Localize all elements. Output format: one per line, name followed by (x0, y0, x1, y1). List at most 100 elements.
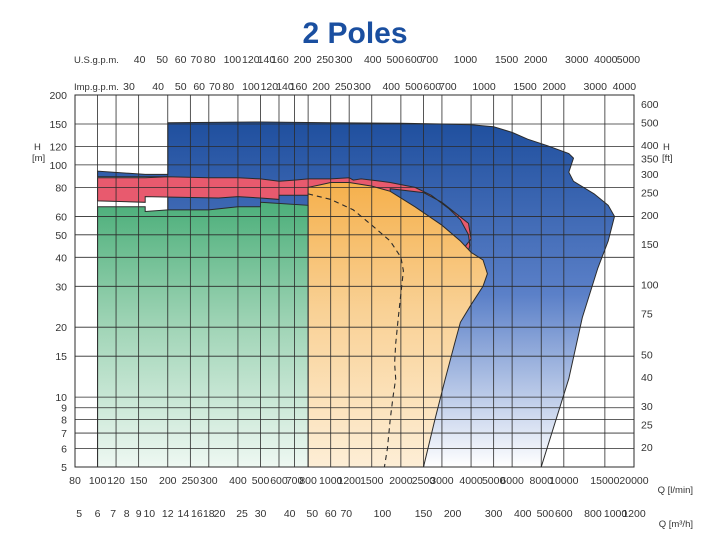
x-tick-m3h-12: 30 (255, 508, 267, 520)
x-tick-us-gpm-12: 400 (364, 54, 382, 66)
x-tick-imp-gpm-13: 400 (382, 81, 400, 93)
x-tick-us-gpm-0: 40 (134, 54, 146, 66)
x-tick-m3h-20: 300 (485, 508, 503, 520)
x-tick-us-gpm-13: 500 (387, 54, 405, 66)
y-tick-ft-9: 250 (641, 187, 659, 199)
x-tick-m3h-26: 1200 (622, 508, 646, 520)
performance-areas (97, 121, 616, 468)
x-tick-imp-gpm-4: 70 (209, 81, 221, 93)
axis-titles: H [m] H [ft] Q [l/min] Q [m³/h] (32, 142, 693, 530)
x-tick-us-gpm-18: 2000 (524, 54, 548, 66)
x-tick-m3h-21: 400 (514, 508, 532, 520)
x-tick-m3h-22: 500 (537, 508, 555, 520)
x-tick-us-gpm-7: 140 (258, 54, 276, 66)
y-tick-m-12: 80 (55, 182, 67, 194)
x-tick-l-min-23: 15000 (590, 475, 619, 487)
x-tick-imp-gpm-18: 1500 (513, 81, 537, 93)
y-axis-label-left: H (34, 142, 41, 153)
y-tick-ft-4: 50 (641, 350, 653, 362)
x-tick-us-gpm-1: 50 (156, 54, 168, 66)
x-tick-imp-gpm-21: 4000 (613, 81, 637, 93)
x-tick-us-gpm-8: 160 (271, 54, 289, 66)
x-tick-m3h-1: 6 (95, 508, 101, 520)
x-tick-us-gpm-3: 70 (190, 54, 202, 66)
x-tick-l-min-18: 4000 (459, 475, 483, 487)
x-tick-m3h-4: 9 (136, 508, 142, 520)
x-tick-l-min-2: 120 (107, 475, 125, 487)
y-tick-m-2: 7 (61, 428, 67, 440)
y-tick-ft-2: 30 (641, 401, 653, 413)
y-tick-m-0: 5 (61, 462, 67, 474)
x-tick-l-min-13: 1200 (337, 475, 361, 487)
x-tick-imp-gpm-0: 30 (123, 81, 135, 93)
y-tick-ft-0: 20 (641, 442, 653, 454)
x-tick-m3h-25: 1000 (604, 508, 628, 520)
x-tick-m3h-11: 25 (236, 508, 248, 520)
x-tick-us-gpm-21: 5000 (617, 54, 641, 66)
x-tick-l-min-10: 700 (286, 475, 304, 487)
y-tick-m-5: 10 (55, 392, 67, 404)
y-tick-ft-5: 75 (641, 309, 653, 321)
x-tick-m3h-9: 18 (203, 508, 215, 520)
x-tick-us-gpm-16: 1000 (454, 54, 478, 66)
y-tick-m-13: 100 (49, 160, 67, 172)
x-tick-l-min-9: 600 (270, 475, 288, 487)
y-tick-ft-11: 350 (641, 153, 659, 165)
top-axis-labels: U.S.g.p.m. Imp.g.p.m. (74, 55, 119, 93)
x-tick-us-gpm-14: 600 (405, 54, 423, 66)
y-tick-m-15: 150 (49, 119, 67, 131)
x-tick-l-min-1: 100 (89, 475, 107, 487)
x-axis-label-m3h: Q [m³/h] (659, 519, 693, 530)
chart-grid (74, 94, 635, 468)
x-tick-l-min-11: 800 (299, 475, 317, 487)
y-axis-unit-right: [ft] (662, 153, 673, 164)
x-tick-imp-gpm-8: 140 (276, 81, 294, 93)
chart-title: 2 Poles (302, 17, 407, 50)
x-tick-l-min-14: 1500 (360, 475, 384, 487)
x-axis-label-l-min: Q [l/min] (658, 485, 693, 496)
x-tick-l-min-16: 2500 (412, 475, 436, 487)
y-tick-ft-6: 100 (641, 280, 659, 292)
x-tick-l-min-3: 150 (130, 475, 148, 487)
y-tick-m-9: 40 (55, 252, 67, 264)
x-tick-us-gpm-15: 700 (421, 54, 439, 66)
x-tick-imp-gpm-9: 160 (290, 81, 308, 93)
y-tick-m-11: 60 (55, 211, 67, 223)
x-tick-us-gpm-4: 80 (204, 54, 216, 66)
x-tick-m3h-5: 10 (143, 508, 155, 520)
imp-gpm-axis-label: Imp.g.p.m. (74, 82, 119, 93)
x-tick-l-min-17: 3000 (430, 475, 454, 487)
x-tick-us-gpm-9: 200 (294, 54, 312, 66)
x-tick-imp-gpm-3: 60 (193, 81, 205, 93)
dashed-performance-line (307, 193, 404, 468)
x-tick-us-gpm-6: 120 (242, 54, 260, 66)
x-tick-l-min-20: 6000 (500, 475, 524, 487)
x-tick-l-min-5: 250 (182, 475, 200, 487)
x-tick-imp-gpm-16: 700 (439, 81, 457, 93)
x-tick-m3h-24: 800 (584, 508, 602, 520)
x-tick-l-min-15: 2000 (389, 475, 413, 487)
x-tick-imp-gpm-2: 50 (175, 81, 187, 93)
y-tick-m-8: 30 (55, 281, 67, 293)
x-tick-m3h-7: 14 (178, 508, 190, 520)
us-gpm-axis-label: U.S.g.p.m. (74, 55, 119, 66)
y-tick-m-14: 120 (49, 142, 67, 154)
x-tick-l-min-24: 20000 (619, 475, 648, 487)
y-tick-ft-14: 600 (641, 99, 659, 111)
x-tick-imp-gpm-7: 120 (261, 81, 279, 93)
x-tick-us-gpm-10: 250 (316, 54, 334, 66)
x-tick-m3h-23: 600 (555, 508, 573, 520)
x-tick-imp-gpm-19: 2000 (543, 81, 567, 93)
x-tick-us-gpm-11: 300 (335, 54, 353, 66)
x-tick-imp-gpm-20: 3000 (584, 81, 608, 93)
x-tick-l-min-8: 500 (252, 475, 270, 487)
green-performance-area (97, 201, 309, 468)
x-tick-l-min-19: 5000 (482, 475, 506, 487)
x-tick-imp-gpm-1: 40 (152, 81, 164, 93)
x-tick-l-min-6: 300 (200, 475, 218, 487)
x-tick-imp-gpm-15: 600 (424, 81, 442, 93)
y-tick-ft-12: 400 (641, 140, 659, 152)
y-tick-m-3: 8 (61, 415, 67, 427)
x-tick-l-min-7: 400 (229, 475, 247, 487)
performance-lines (307, 193, 404, 468)
